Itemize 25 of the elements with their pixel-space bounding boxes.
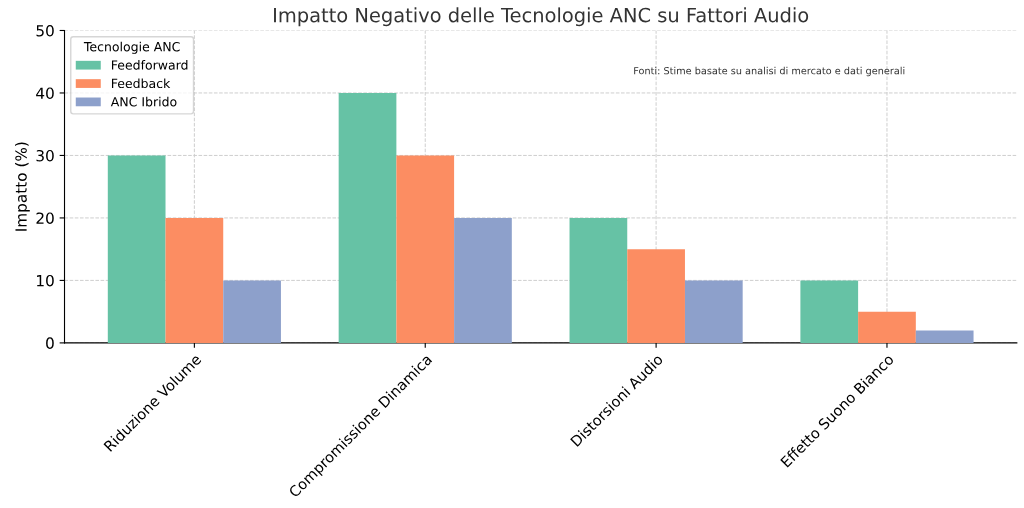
bar [165, 217, 224, 343]
bar [858, 311, 916, 343]
bar [915, 330, 974, 343]
bar [396, 155, 455, 343]
bar [223, 280, 281, 343]
annotation: Fonti: Stime basate su analisi di mercato e dati generali [634, 66, 905, 77]
y-tick-label: 40 [36, 87, 54, 99]
legend-label: ANC Ibrido [110, 96, 177, 107]
legend-label: Feedforward [111, 60, 188, 70]
y-tick-label: 0 [46, 337, 54, 349]
y-tick-label: 50 [36, 24, 54, 37]
y-tick-label: 30 [36, 149, 54, 162]
bar [684, 280, 743, 343]
y-axis-title: Impatto (%) [15, 142, 30, 231]
bar [338, 92, 397, 343]
y-tick-label: 20 [36, 212, 54, 224]
bar [107, 155, 166, 343]
bar [454, 217, 512, 343]
bar [627, 249, 685, 343]
bar [800, 280, 859, 343]
bar [569, 217, 628, 343]
y-tick-label: 10 [37, 274, 54, 287]
chart-title: Impatto Negativo delle Tecnologie ANC su Fattori Audio [274, 7, 809, 27]
legend-title: Tecnologie ANC [83, 41, 180, 54]
legend-label: Feedback [111, 78, 171, 89]
